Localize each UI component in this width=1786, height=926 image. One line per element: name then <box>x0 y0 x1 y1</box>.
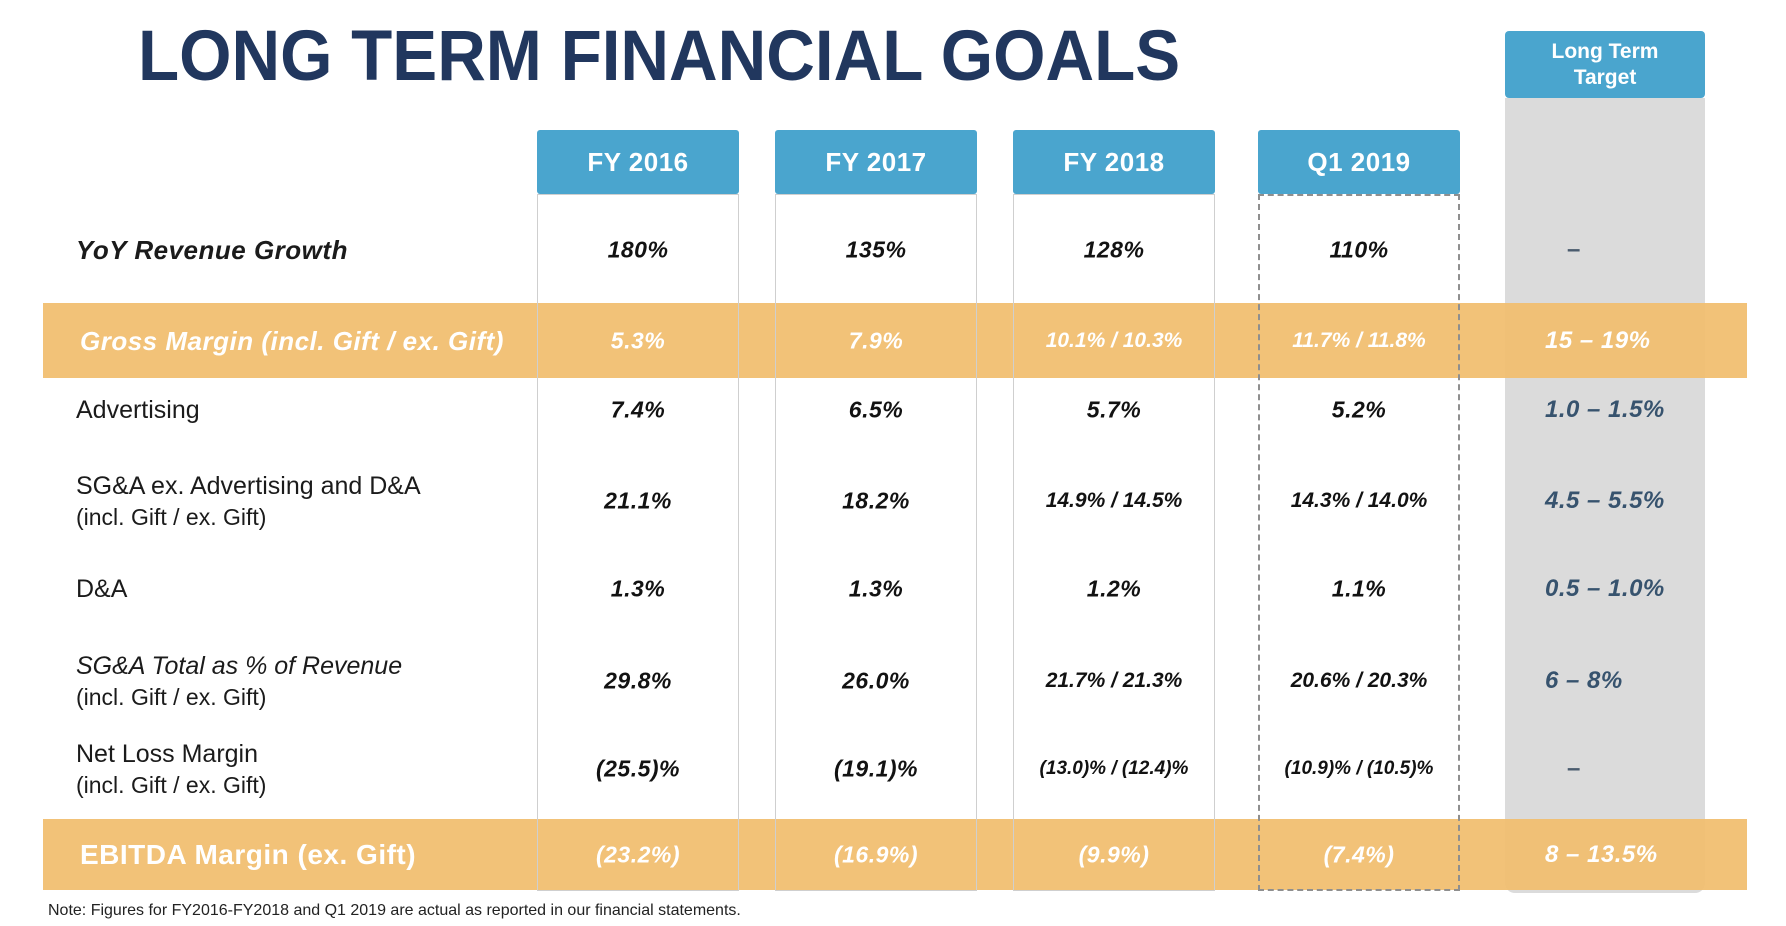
row-label-da: D&A <box>76 573 127 605</box>
value-cell: 1.3% <box>848 575 904 602</box>
value-cell: 21.7% / 21.3% <box>1045 669 1183 692</box>
long-term-target-column <box>1505 98 1705 893</box>
value-cell: (9.9%) <box>1078 841 1150 868</box>
row-label-gross-margin: Gross Margin (incl. Gift / ex. Gift) <box>80 325 504 357</box>
column-header-fy2016: FY 2016 <box>537 130 739 194</box>
value-cell: 6.5% <box>848 396 904 423</box>
row-label-text: Advertising <box>76 396 200 424</box>
value-cell: 1.2% <box>1086 575 1142 602</box>
column-header-q1-2019: Q1 2019 <box>1258 130 1460 194</box>
long-term-target-header: Long Term Target <box>1505 31 1705 98</box>
value-cell: 11.7% / 11.8% <box>1292 329 1426 352</box>
row-sublabel-text: (incl. Gift / ex. Gift) <box>76 772 267 798</box>
row-label-text: Net Loss Margin <box>76 740 259 768</box>
value-cell: (23.2%) <box>595 841 681 868</box>
value-cell: (13.0)% / (12.4)% <box>1039 758 1189 779</box>
footnote: Note: Figures for FY2016-FY2018 and Q1 2… <box>48 902 741 919</box>
page-title: LONG TERM FINANCIAL GOALS <box>138 15 1181 95</box>
row-label-text: SG&A Total as % of Revenue <box>76 652 403 680</box>
column-body-fy2018 <box>1013 194 1215 891</box>
row-label-text: SG&A ex. Advertising and D&A <box>76 472 421 500</box>
value-cell: 10.1% / 10.3% <box>1045 329 1183 352</box>
row-label-yoy-revenue-growth: YoY Revenue Growth <box>76 234 348 266</box>
value-cell: 20.6% / 20.3% <box>1290 669 1428 692</box>
value-cell: 5.7% <box>1086 396 1142 423</box>
value-cell: (10.9)% / (10.5)% <box>1284 758 1434 779</box>
long-term-target-header-line1: Long Term <box>1551 40 1659 64</box>
value-cell: (7.4%) <box>1323 841 1395 868</box>
value-cell: 5.3% <box>610 327 666 354</box>
column-body-fy2017 <box>775 194 977 891</box>
row-label-text: YoY Revenue Growth <box>76 235 348 265</box>
row-label-net-loss-margin: Net Loss Margin (incl. Gift / ex. Gift) <box>76 738 266 800</box>
value-cell: (25.5)% <box>595 755 681 782</box>
value-cell: 1.1% <box>1331 575 1387 602</box>
value-cell: 29.8% <box>604 667 672 694</box>
target-cell: 4.5 – 5.5% <box>1545 487 1665 514</box>
value-cell: (19.1)% <box>833 755 919 782</box>
row-label-text: Gross Margin (incl. Gift / ex. Gift) <box>80 326 504 356</box>
value-cell: 135% <box>845 236 907 263</box>
value-cell: 18.2% <box>842 487 910 514</box>
highlight-band-ebitda-margin <box>43 819 1747 890</box>
value-cell: 14.9% / 14.5% <box>1045 489 1183 512</box>
row-label-sga-ex-advertising: SG&A ex. Advertising and D&A (incl. Gift… <box>76 470 421 532</box>
target-cell: 0.5 – 1.0% <box>1545 575 1665 602</box>
highlight-band-gross-margin <box>43 303 1747 378</box>
value-cell: 7.4% <box>610 396 666 423</box>
column-header-fy2018: FY 2018 <box>1013 130 1215 194</box>
value-cell: 5.2% <box>1331 396 1387 423</box>
value-cell: 128% <box>1083 236 1145 263</box>
value-cell: 180% <box>607 236 669 263</box>
value-cell: 26.0% <box>842 667 910 694</box>
value-cell: (16.9%) <box>833 841 919 868</box>
row-label-text: D&A <box>76 575 128 603</box>
row-sublabel-text: (incl. Gift / ex. Gift) <box>76 684 267 710</box>
row-label-text: EBITDA Margin (ex. Gift) <box>80 839 417 870</box>
target-cell: 8 – 13.5% <box>1545 841 1658 868</box>
target-cell: – <box>1567 236 1581 263</box>
column-header-fy2017: FY 2017 <box>775 130 977 194</box>
value-cell: 1.3% <box>610 575 666 602</box>
target-cell: 6 – 8% <box>1545 667 1623 694</box>
column-body-fy2016 <box>537 194 739 891</box>
column-body-q1-2019 <box>1258 194 1460 891</box>
row-label-sga-total: SG&A Total as % of Revenue (incl. Gift /… <box>76 650 402 712</box>
value-cell: 21.1% <box>604 487 672 514</box>
row-label-ebitda-margin: EBITDA Margin (ex. Gift) <box>80 839 416 871</box>
value-cell: 14.3% / 14.0% <box>1290 489 1428 512</box>
row-sublabel-text: (incl. Gift / ex. Gift) <box>76 504 267 530</box>
target-cell: 15 – 19% <box>1545 327 1651 354</box>
value-cell: 7.9% <box>848 327 904 354</box>
target-cell: 1.0 – 1.5% <box>1545 396 1665 423</box>
long-term-target-header-line2: Target <box>1573 65 1637 89</box>
target-cell: – <box>1567 755 1581 782</box>
value-cell: 110% <box>1329 236 1389 263</box>
row-label-advertising: Advertising <box>76 394 200 426</box>
